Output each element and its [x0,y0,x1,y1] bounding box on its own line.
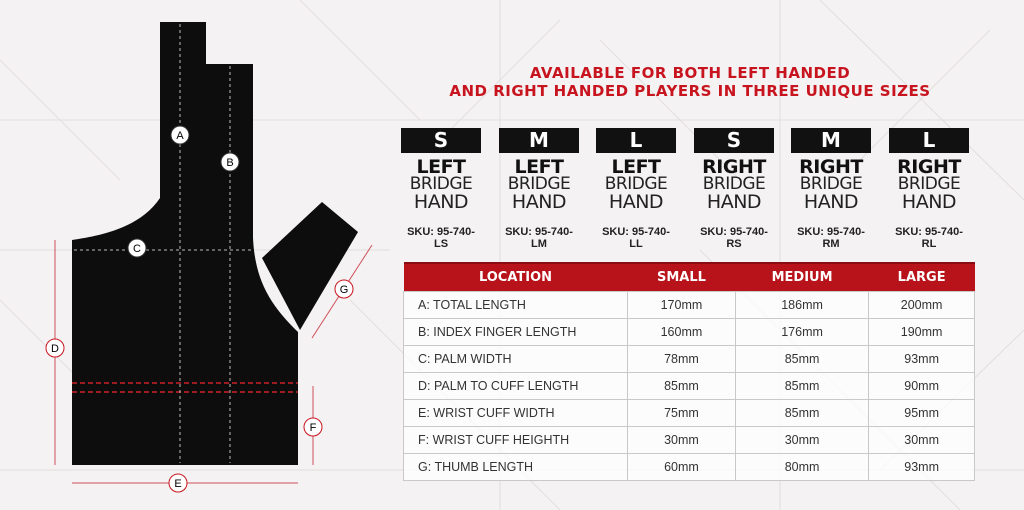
size-option: M RIGHT BRIDGE HAND SKU: 95-740-RM [791,128,871,250]
location-cell: B: INDEX FINGER LENGTH [403,318,628,346]
sku-label: SKU: 95-740-RM [797,226,865,250]
label-f: F [303,417,323,437]
size-badge: L [596,128,676,153]
measurement-cell: 75mm [627,399,736,427]
measurement-cell: 85mm [627,372,736,400]
headline-line-1: AVAILABLE FOR BOTH LEFT HANDED [529,64,851,82]
headline-line-2: AND RIGHT HANDED PLAYERS IN THREE UNIQUE… [449,82,931,100]
location-cell: C: PALM WIDTH [403,345,628,373]
table-row: B: INDEX FINGER LENGTH 160mm 176mm 190mm [403,318,975,346]
headline: AVAILABLE FOR BOTH LEFT HANDED AND RIGHT… [395,64,985,100]
measurement-cell: 85mm [734,345,870,373]
label-e: E [168,473,188,493]
table-row: C: PALM WIDTH 78mm 85mm 93mm [403,345,975,373]
size-badge: S [694,128,774,153]
bridge-label: BRIDGE [604,174,668,194]
svg-text:B: B [226,157,233,169]
measurement-cell: 85mm [734,372,870,400]
size-badge: M [791,128,871,153]
sku-label: SKU: 95-740-LM [505,226,573,250]
glove-silhouette [72,22,298,465]
hand-label: RIGHT [897,156,961,178]
measurement-cell: 60mm [627,453,736,481]
measurement-cell: 95mm [868,399,975,427]
label-a: A [170,125,190,145]
table-row: G: THUMB LENGTH 60mm 80mm 93mm [403,453,975,481]
measurement-cell: 85mm [734,399,870,427]
measurement-cell: 80mm [734,453,870,481]
bridge-label: BRIDGE [507,174,571,194]
measurement-cell: 93mm [868,345,975,373]
table-row: E: WRIST CUFF WIDTH 75mm 85mm 95mm [403,399,975,427]
label-c: C [127,238,147,258]
measurement-cell: 176mm [734,318,870,346]
measurement-cell: 30mm [868,426,975,454]
size-table: LOCATION SMALL MEDIUM LARGE A: TOTAL LEN… [403,262,975,481]
sku-label: SKU: 95-740-RL [895,226,963,250]
measurement-cell: 30mm [627,426,736,454]
label-b: B [220,152,240,172]
hand-word: HAND [803,191,859,213]
hand-word: HAND [413,191,469,213]
svg-text:C: C [133,243,141,255]
svg-text:F: F [310,422,317,434]
hand-word: HAND [511,191,567,213]
glove-thumb [262,202,358,330]
header-large: LARGE [868,262,975,292]
hand-label: LEFT [611,156,661,178]
table-row: D: PALM TO CUFF LENGTH 85mm 85mm 90mm [403,372,975,400]
measurement-cell: 200mm [868,291,975,319]
cuff-stitching [72,382,298,393]
bridge-label: BRIDGE [409,174,473,194]
size-option: L RIGHT BRIDGE HAND SKU: 95-740-RL [889,128,969,250]
header-small: SMALL [627,262,736,292]
header-medium: MEDIUM [735,262,869,292]
size-option: M LEFT BRIDGE HAND SKU: 95-740-LM [499,128,579,250]
table-row: A: TOTAL LENGTH 170mm 186mm 200mm [403,291,975,319]
label-g: G [334,279,354,299]
size-badge: S [401,128,481,153]
glove-diagram: A B C D E F G [45,22,373,493]
measurement-cell: 160mm [627,318,736,346]
svg-text:E: E [174,478,181,490]
hand-label: LEFT [514,156,564,178]
hand-label: LEFT [416,156,466,178]
size-option: L LEFT BRIDGE HAND SKU: 95-740-LL [596,128,676,250]
svg-text:G: G [340,284,349,296]
measurement-cell: 190mm [868,318,975,346]
measure-lines [74,24,252,463]
hand-label: RIGHT [799,156,863,178]
hand-word: HAND [901,191,957,213]
label-d: D [45,338,65,358]
sku-label: SKU: 95-740-RS [700,226,768,250]
hand-label: RIGHT [702,156,766,178]
svg-text:A: A [176,130,184,142]
measurement-cell: 90mm [868,372,975,400]
hand-word: HAND [608,191,664,213]
bridge-label: BRIDGE [799,174,863,194]
location-cell: D: PALM TO CUFF LENGTH [403,372,628,400]
size-badge: M [499,128,579,153]
size-option: S LEFT BRIDGE HAND SKU: 95-740-LS [401,128,481,250]
size-badge: L [889,128,969,153]
measurement-cell: 186mm [734,291,870,319]
bridge-label: BRIDGE [702,174,766,194]
header-location: LOCATION [403,262,628,292]
table-row: F: WRIST CUFF HEIGHTH 30mm 30mm 30mm [403,426,975,454]
location-cell: F: WRIST CUFF HEIGHTH [403,426,628,454]
measurement-cell: 30mm [734,426,870,454]
location-cell: E: WRIST CUFF WIDTH [403,399,628,427]
measurement-cell: 93mm [868,453,975,481]
svg-text:D: D [51,343,59,355]
sku-label: SKU: 95-740-LS [407,226,475,250]
table-header: LOCATION SMALL MEDIUM LARGE [403,262,975,292]
size-option: S RIGHT BRIDGE HAND SKU: 95-740-RS [694,128,774,250]
bridge-label: BRIDGE [897,174,961,194]
sku-label: SKU: 95-740-LL [602,226,670,250]
measurement-cell: 170mm [627,291,736,319]
location-cell: A: TOTAL LENGTH [403,291,628,319]
measurement-cell: 78mm [627,345,736,373]
hand-word: HAND [706,191,762,213]
location-cell: G: THUMB LENGTH [403,453,628,481]
